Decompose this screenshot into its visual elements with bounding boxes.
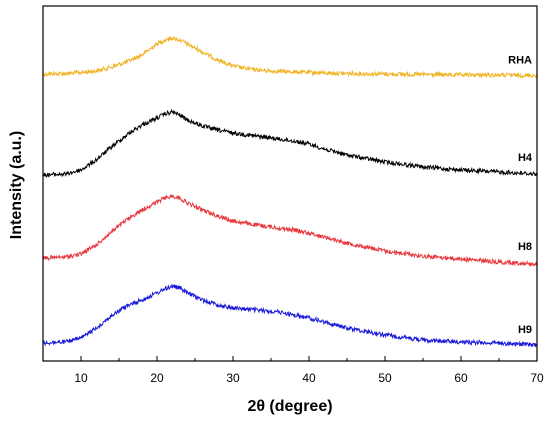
- series-line-rha: [42, 35, 538, 80]
- series-line-h4: [42, 108, 538, 178]
- series-label-rha: RHA: [508, 55, 532, 67]
- x-tick-label: 20: [150, 371, 164, 385]
- series-line-h8: [42, 194, 538, 267]
- x-tick-label: 60: [454, 371, 468, 385]
- x-ticks: 10 20 30 40 50 60 70: [42, 356, 544, 385]
- series-label-h8: H8: [518, 241, 532, 253]
- x-tick-label: 30: [226, 371, 240, 385]
- plot-frame: [42, 5, 538, 362]
- series-line-h9: [42, 283, 537, 348]
- series-label-h9: H9: [518, 324, 532, 336]
- x-axis-title: 2θ (degree): [247, 398, 332, 415]
- x-tick-label: 40: [302, 371, 316, 385]
- series-labels: RHA H4 H8 H9: [508, 55, 533, 337]
- y-axis-title: Intensity (a.u.): [8, 131, 25, 239]
- x-tick-label: 50: [378, 371, 392, 385]
- x-tick-label: 70: [530, 371, 544, 385]
- series-layer: [42, 35, 538, 348]
- x-tick-label: 10: [74, 371, 88, 385]
- series-label-h4: H4: [518, 152, 533, 164]
